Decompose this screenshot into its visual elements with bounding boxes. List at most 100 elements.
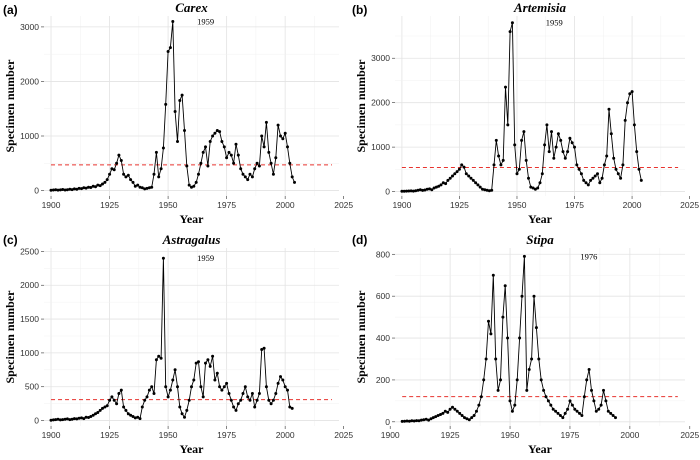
data-point [543, 143, 547, 147]
data-point [611, 414, 615, 417]
data-point [187, 398, 191, 402]
data-point [592, 399, 596, 403]
data-point [602, 388, 605, 392]
data-point [199, 161, 203, 165]
data-point [439, 413, 442, 416]
data-point [481, 187, 484, 191]
data-point [558, 414, 562, 417]
y-tick-label: 3000 [20, 22, 39, 32]
y-tick-label: 400 [376, 333, 390, 343]
x-tick-label: 1900 [42, 200, 61, 210]
data-point [400, 189, 404, 193]
data-point [103, 180, 107, 184]
data-point [145, 395, 149, 399]
data-point [98, 408, 102, 412]
y-tick-label: 600 [376, 291, 390, 301]
data-point [87, 416, 90, 419]
data-point [122, 405, 126, 409]
data-point [537, 357, 541, 361]
data-point [290, 175, 294, 179]
data-point [63, 188, 67, 192]
data-point [460, 414, 464, 417]
data-point [77, 186, 81, 190]
data-point [446, 410, 450, 414]
data-points [49, 256, 294, 422]
data-point [157, 175, 161, 179]
peak-annotation: 1976 [580, 251, 597, 261]
data-point [119, 159, 123, 162]
data-point [236, 402, 240, 406]
data-point [472, 414, 476, 417]
data-point [465, 417, 469, 421]
data-point [101, 182, 104, 186]
data-point [262, 145, 266, 149]
data-point [609, 132, 613, 136]
x-tick-label: 1925 [450, 200, 469, 210]
data-point [538, 181, 542, 185]
data-point [143, 187, 147, 191]
data-point [206, 164, 210, 168]
data-point [494, 138, 498, 142]
grid [44, 16, 339, 196]
data-point [283, 131, 287, 135]
data-point [563, 411, 567, 415]
data-point [68, 418, 72, 422]
data-point [487, 189, 491, 193]
data-point [157, 354, 161, 358]
data-point [416, 188, 420, 192]
data-point [455, 409, 459, 413]
data-point [575, 163, 579, 167]
data-point [138, 185, 142, 189]
data-point [271, 172, 275, 176]
data-point [246, 395, 250, 399]
data-point [183, 129, 186, 132]
data-point [432, 186, 436, 190]
panel-stipa: (d) Stipa 1900 1925 1950 1975 2000 2025 0 200 400 6… [352, 232, 700, 456]
data-point [635, 150, 639, 154]
data-point [159, 167, 163, 171]
panel-astragalus: (c) Astragalus 1900 1925 1950 1975 2000 2025 0 50… [3, 232, 353, 456]
data-point [479, 395, 483, 399]
data-point [607, 107, 611, 111]
panel-title: Astragalus [162, 232, 221, 247]
data-point [225, 381, 229, 385]
panel-letter: (c) [3, 233, 18, 247]
data-point [164, 385, 168, 389]
data-point [152, 172, 156, 176]
data-point [178, 99, 182, 102]
data-point [407, 419, 411, 423]
data-point [276, 381, 280, 385]
data-point [427, 418, 431, 422]
data-point [547, 150, 551, 154]
data-point [183, 415, 186, 419]
data-point [539, 378, 543, 382]
data-point [605, 154, 609, 158]
data-point [621, 163, 625, 167]
data-point [402, 189, 406, 193]
data-point [515, 172, 519, 176]
data-point [220, 140, 224, 143]
data-point [105, 404, 109, 408]
data-point [474, 181, 478, 185]
data-point [542, 388, 546, 392]
data-point [274, 392, 278, 395]
data-point [166, 395, 170, 399]
data-point [192, 378, 196, 382]
data-point [626, 101, 629, 105]
data-point [545, 123, 549, 127]
y-tick-label: 0 [34, 416, 39, 426]
peak-annotation: 1959 [546, 18, 563, 28]
data-point [190, 385, 193, 389]
data-point [154, 150, 158, 154]
data-point [98, 184, 102, 188]
data-point [525, 388, 529, 392]
data-point [451, 174, 454, 178]
data-point [506, 123, 510, 127]
data-point [171, 20, 175, 23]
data-point [56, 188, 60, 192]
data-points [49, 20, 296, 192]
data-point [253, 167, 257, 171]
data-point [518, 336, 522, 340]
data-point [531, 186, 535, 190]
